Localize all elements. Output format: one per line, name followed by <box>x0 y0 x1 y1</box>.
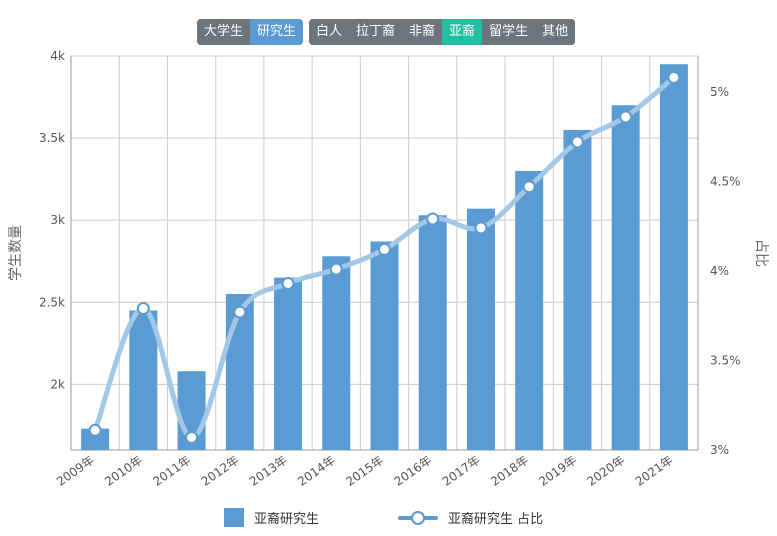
legend-item-bar[interactable]: 亚裔研究生 <box>224 508 319 527</box>
line-point <box>329 262 343 276</box>
bar <box>225 294 254 450</box>
y-tick-label: 2k <box>50 377 65 391</box>
y-axis-title: 学生数量 <box>8 225 24 281</box>
line-point <box>619 110 633 124</box>
bar <box>81 428 110 450</box>
x-tick-label: 2013年 <box>247 453 290 489</box>
y-tick-label: 3.5k <box>39 131 65 145</box>
line-point <box>378 242 391 256</box>
x-tick-label: 2011年 <box>150 453 193 489</box>
bar <box>274 277 303 450</box>
bar <box>515 170 544 450</box>
legend-line-swatch <box>398 510 438 525</box>
x-tick-label: 2019年 <box>536 453 579 489</box>
x-tick-label: 2018年 <box>488 453 531 489</box>
y-tick-label: 3k <box>50 213 65 227</box>
legend-item-line[interactable]: 亚裔研究生 占比 <box>398 508 543 527</box>
x-tick-label: 2010年 <box>102 453 145 489</box>
y2-tick-label: 4% <box>710 264 729 278</box>
level-filter-group: 大学生 研究生 <box>197 19 304 45</box>
x-tick-label: 2021年 <box>633 453 676 489</box>
ethnicity-filter-button[interactable]: 拉丁裔 <box>349 19 403 45</box>
ethnicity-filter-button[interactable]: 其他 <box>535 19 576 45</box>
line-point <box>522 180 536 194</box>
x-tick-label: 2017年 <box>440 453 483 489</box>
line-point <box>426 212 440 226</box>
ethnicity-filter-button[interactable]: 亚裔 <box>442 19 483 45</box>
legend-line-label: 亚裔研究生 占比 <box>448 512 544 527</box>
y2-tick-label: 4.5% <box>710 174 741 188</box>
line-point <box>88 423 102 437</box>
bar <box>466 208 495 450</box>
line-point <box>185 430 199 444</box>
ethnicity-filter-button[interactable]: 留学生 <box>482 19 536 45</box>
line-point <box>474 221 488 235</box>
line-point <box>570 135 584 149</box>
y-tick-label: 2.5k <box>39 295 65 309</box>
level-filter-button[interactable]: 研究生 <box>250 19 304 45</box>
y-tick-label: 4k <box>50 49 65 63</box>
bar <box>129 310 158 450</box>
series-line <box>92 74 677 440</box>
ethnicity-filter-button[interactable]: 非裔 <box>402 19 443 45</box>
bar <box>370 241 399 450</box>
y2-tick-label: 3% <box>710 443 729 457</box>
bar <box>418 215 447 450</box>
legend-bar-swatch <box>224 508 244 527</box>
line-point <box>667 70 681 84</box>
ethnicity-filter-group: 白人 拉丁裔 非裔 亚裔 留学生 其他 <box>309 19 576 45</box>
x-tick-label: 2014年 <box>295 453 338 489</box>
line-point <box>136 302 150 316</box>
y2-tick-label: 5% <box>710 85 729 99</box>
bar <box>563 129 592 450</box>
ethnicity-filter-button[interactable]: 白人 <box>309 19 350 45</box>
bar <box>611 105 640 450</box>
y2-axis-title: 占比 <box>753 239 769 267</box>
x-tick-label: 2012年 <box>199 453 242 489</box>
bar <box>659 64 688 450</box>
line-point <box>233 305 247 319</box>
x-tick-label: 2016年 <box>392 453 435 489</box>
legend-bar-label: 亚裔研究生 <box>254 512 320 527</box>
bar <box>322 256 351 450</box>
level-filter-button[interactable]: 大学生 <box>197 19 251 45</box>
line-point <box>281 276 295 290</box>
x-tick-label: 2020年 <box>584 453 627 489</box>
x-tick-label: 2015年 <box>343 453 386 489</box>
x-tick-label: 2009年 <box>54 453 97 489</box>
y2-tick-label: 3.5% <box>710 353 741 367</box>
